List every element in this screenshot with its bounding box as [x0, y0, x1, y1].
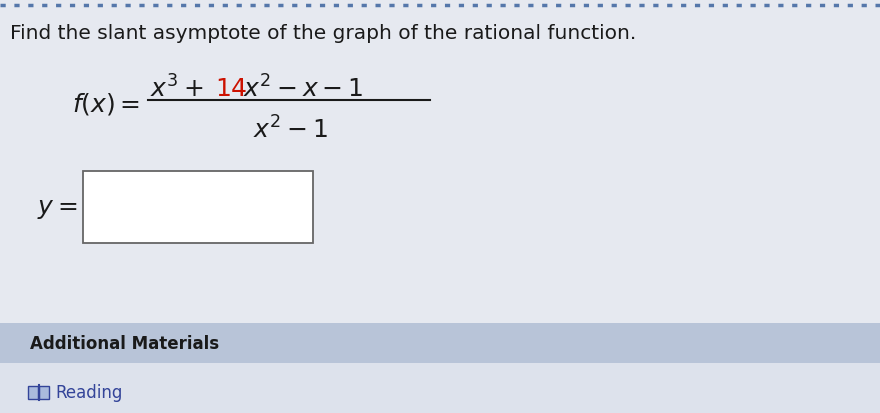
- Bar: [39, 386, 49, 399]
- Bar: [28, 386, 38, 399]
- Text: Find the slant asymptote of the graph of the rational function.: Find the slant asymptote of the graph of…: [10, 24, 636, 43]
- Text: $x^2 - 1$: $x^2 - 1$: [253, 116, 327, 143]
- Bar: [0, 363, 880, 413]
- Text: $f(x) =$: $f(x) =$: [72, 91, 140, 117]
- Text: $x^2 - x - 1$: $x^2 - x - 1$: [243, 75, 363, 102]
- Text: Additional Materials: Additional Materials: [30, 334, 219, 352]
- Text: $y =$: $y =$: [38, 197, 78, 221]
- Bar: [0, 323, 880, 363]
- Text: $x^3 + $: $x^3 + $: [150, 75, 203, 102]
- Text: Reading: Reading: [55, 383, 122, 401]
- Text: $14$: $14$: [215, 77, 247, 101]
- Bar: [83, 171, 313, 243]
